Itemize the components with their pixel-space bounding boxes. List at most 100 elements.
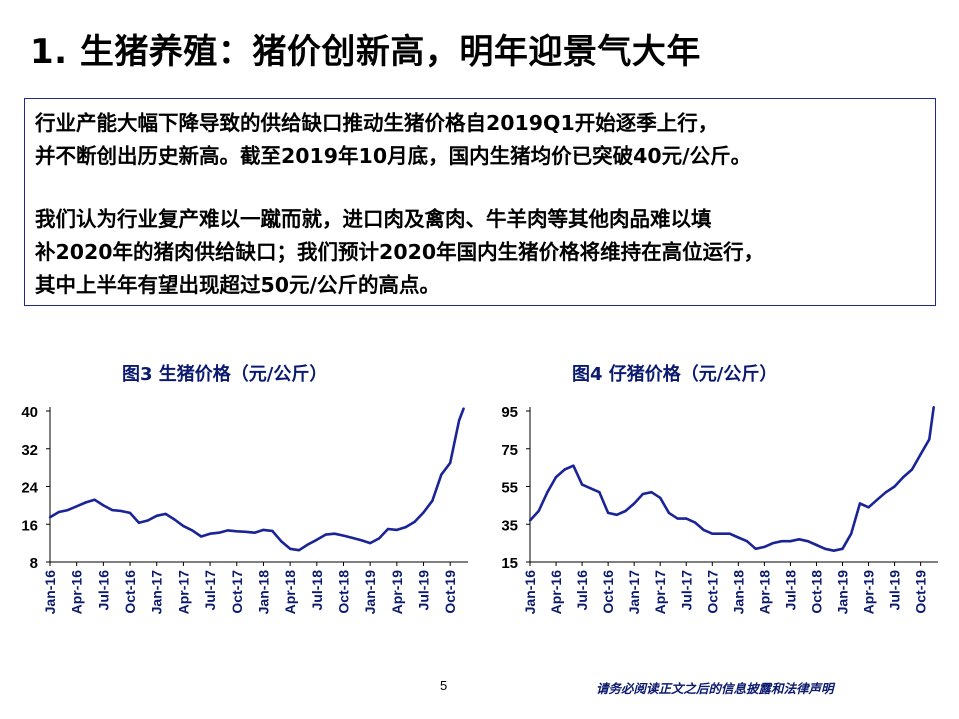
chart-title-piglet-price: 图4 仔猪价格（元/公斤） [572,364,778,385]
data-point [440,473,443,476]
data-point [128,511,132,515]
data-point [377,537,381,540]
y-tick-label: 55 [501,480,518,497]
x-tick-label: Oct-16 [600,570,616,614]
data-point [315,538,318,541]
data-point [395,528,399,532]
chart-title-hog-price: 图3 生猪价格（元/公斤） [122,364,328,385]
data-point [928,438,931,441]
summary-line: 补2020年的猪肉供给缺口；我们预计2020年国内生猪价格将维持在高位运行， [35,240,765,264]
y-tick-label: 8 [30,555,38,572]
price-series-line [529,407,935,552]
data-point [823,547,827,550]
data-point [667,511,671,515]
data-point [606,511,610,515]
data-point [386,527,390,531]
x-tick-label: Oct-17 [704,570,720,614]
y-tick-label: 16 [21,517,38,534]
data-point [563,468,566,471]
x-tick-label: Apr-18 [282,570,298,615]
x-tick-label: Jan-18 [730,570,746,615]
data-point [173,518,176,521]
data-point [75,505,78,508]
data-point [462,407,465,410]
data-point [351,536,354,540]
x-tick-label: Jul-17 [202,570,218,611]
data-point [93,498,96,501]
data-point [422,511,425,514]
summary-paragraph-1: 行业产能大幅下降导致的供给缺口推动生猪价格自2019Q1开始逐季上行， 并不断创… [35,107,751,173]
data-point [719,532,723,535]
data-point [693,521,697,524]
data-point [191,529,194,532]
data-point [369,541,372,545]
data-point [771,541,775,545]
data-point [572,464,575,467]
data-point [932,406,935,409]
x-tick-label: Apr-19 [389,570,405,615]
data-point [155,514,158,517]
page-number: 5 [440,678,448,693]
data-point [876,498,879,501]
legal-disclaimer: 请务必阅读正文之后的信息披露和法律声明 [596,681,834,696]
data-point [850,532,853,535]
data-point [537,509,540,513]
data-point [884,491,888,494]
x-tick-label: Jul-18 [782,570,798,611]
x-tick-label: Jan-18 [255,570,271,615]
x-tick-label: Oct-18 [335,570,351,614]
x-tick-label: Jan-17 [149,570,165,615]
data-point [297,549,301,552]
data-point [763,545,766,549]
x-tick-label: Jul-19 [887,570,903,611]
x-tick-label: Jul-16 [574,570,590,611]
x-tick-label: Apr-17 [652,570,668,615]
data-point [711,532,714,535]
data-point [902,475,905,479]
y-tick-label: 15 [501,555,518,572]
data-point [676,517,679,520]
summary-box: 行业产能大幅下降导致的供给缺口推动生猪价格自2019Q1开始逐季上行， 并不断创… [24,98,936,306]
data-point [745,540,749,543]
data-point [702,528,705,532]
y-tick-label: 75 [501,442,518,459]
data-point [164,512,167,516]
data-point [580,483,584,486]
data-point [789,540,792,543]
data-point [84,501,87,504]
x-tick-label: Oct-19 [913,570,929,614]
data-point [57,510,61,514]
data-point [737,536,740,539]
data-point [111,508,114,512]
data-point [806,540,809,543]
data-point [280,540,283,543]
data-point [659,496,662,499]
data-point [554,475,558,479]
data-point [262,528,265,532]
data-point [102,504,105,507]
summary-paragraph-2: 我们认为行业复产难以一蹴而就，进口肉及禽肉、牛羊肉等其他肉品难以填 补2020年… [35,203,764,302]
page-title: 1. 生猪养殖：猪价创新高，明年迎景气大年 [30,32,701,72]
data-point [217,531,221,534]
data-point [728,532,731,535]
data-point [324,533,327,536]
data-point [832,549,835,552]
data-point [589,487,592,490]
data-point [815,543,818,547]
data-point [288,547,292,550]
data-point [235,530,238,533]
data-point [253,531,256,534]
data-point [754,547,757,550]
summary-line: 其中上半年有望出现超过50元/公斤的高点。 [35,273,441,297]
summary-line: 我们认为行业复产难以一蹴而就，进口肉及禽肉、牛羊肉等其他肉品难以填 [35,207,712,231]
x-tick-label: Oct-18 [808,570,824,614]
data-point [342,534,345,537]
data-point [146,519,149,522]
hog-price-chart: 8 16 24 32 40 Jan-16 Apr-16 Jul-16 Oct-16 Jan-17 A… [21,404,468,615]
data-point [137,521,141,524]
data-point [200,535,203,538]
data-point [226,529,230,532]
data-point [528,519,532,522]
x-tick-label: Jan-17 [626,570,642,615]
data-point [208,532,212,535]
